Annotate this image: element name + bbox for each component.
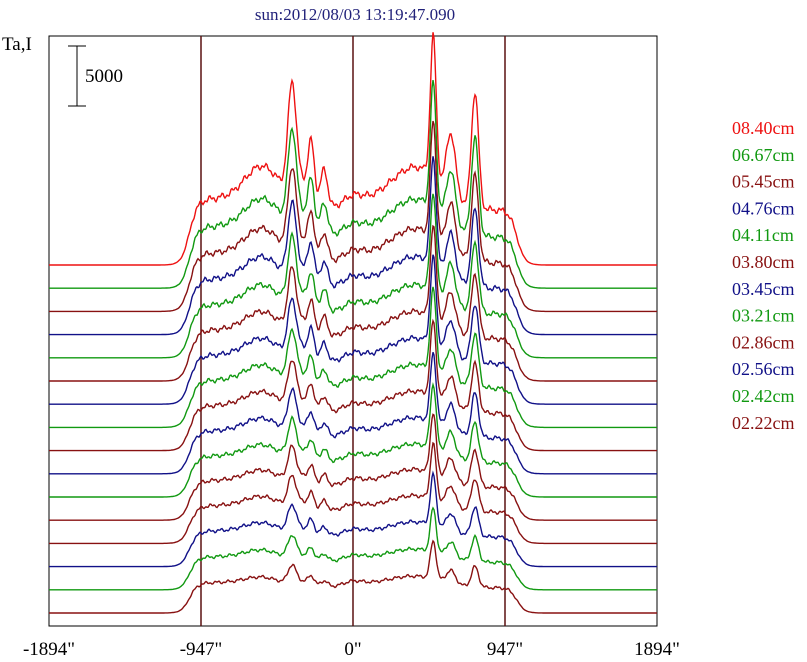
series-line-2 <box>49 120 657 313</box>
legend-entry-11: 02.22cm <box>732 413 795 433</box>
series-line-3 <box>49 156 657 336</box>
series-line-1 <box>49 79 657 289</box>
legend: 08.40cm 06.67cm 05.45cm 04.76cm 04.11cm 03.80… <box>732 118 795 433</box>
series-line-5 <box>49 224 657 382</box>
scale-bar: 5000 <box>68 45 123 107</box>
series-line-10 <box>49 382 657 498</box>
series-line-15 <box>49 539 657 614</box>
series-line-9 <box>49 351 657 475</box>
x-tick-label-0: -1894" <box>23 639 75 660</box>
x-tick-label-3: 947" <box>487 639 523 660</box>
legend-entry-1: 06.67cm <box>732 145 795 165</box>
legend-entry-5: 03.80cm <box>732 252 795 272</box>
legend-entry-0: 08.40cm <box>732 118 795 138</box>
series-line-7 <box>49 286 657 429</box>
x-tick-label-2: 0" <box>344 639 361 660</box>
vertical-reference-lines <box>200 36 506 626</box>
legend-entry-10: 02.42cm <box>732 386 795 406</box>
y-axis-label: Ta,I <box>2 34 32 55</box>
legend-entry-6: 03.45cm <box>732 279 795 299</box>
legend-entry-8: 02.86cm <box>732 332 795 352</box>
legend-entry-3: 04.76cm <box>732 198 795 218</box>
x-tick-label-1: -947" <box>180 639 223 660</box>
x-tick-labels: -1894" -947" 0" 947" 1894" <box>23 639 680 660</box>
series-line-8 <box>49 318 657 452</box>
series-group <box>49 32 657 614</box>
series-line-14 <box>49 506 657 591</box>
series-line-11 <box>49 413 657 521</box>
x-tick-label-4: 1894" <box>634 639 680 660</box>
legend-entry-9: 02.56cm <box>732 359 795 379</box>
series-line-6 <box>49 254 657 405</box>
series-line-12 <box>49 441 657 545</box>
legend-entry-7: 03.21cm <box>732 306 795 326</box>
series-line-4 <box>49 193 657 359</box>
scale-bar-label: 5000 <box>85 66 123 87</box>
series-line-13 <box>49 470 657 568</box>
legend-entry-2: 05.45cm <box>732 172 795 192</box>
legend-entry-4: 04.11cm <box>732 225 794 245</box>
series-line-0 <box>49 32 657 266</box>
chart-title: sun:2012/08/03 13:19:47.090 <box>255 5 455 24</box>
